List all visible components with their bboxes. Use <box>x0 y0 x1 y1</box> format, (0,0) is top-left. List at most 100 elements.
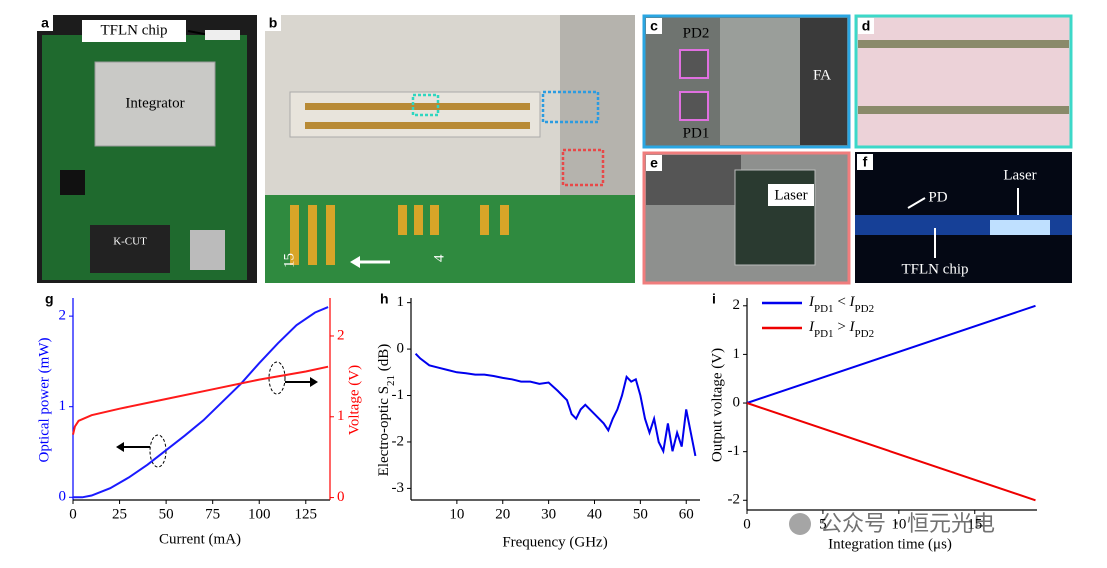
arrow-head <box>350 256 360 268</box>
annotation: PD1 <box>683 125 710 141</box>
label-box <box>265 15 281 31</box>
arrow-head <box>116 442 124 452</box>
y-tick-label: 0 <box>733 394 741 410</box>
electrode <box>858 106 1069 114</box>
series-line <box>73 306 329 499</box>
x-tick-label: 10 <box>449 506 464 522</box>
panel-label: c <box>650 18 658 34</box>
panel-b: b 15 4 <box>265 15 635 283</box>
zoom-box <box>541 90 600 124</box>
panel-label: g <box>45 291 54 307</box>
text-part: PD1 <box>814 303 834 315</box>
text-part: Electro-optic S <box>376 386 392 476</box>
text-part: < <box>834 294 850 310</box>
x-tick-label: 10 <box>891 516 906 532</box>
annotation: PD2 <box>683 25 710 41</box>
text-part: (dB) <box>376 344 392 375</box>
x-tick-label: 20 <box>495 506 510 522</box>
panel-label: f <box>863 154 868 170</box>
text-part: 21 <box>385 375 397 386</box>
x-tick-label: 25 <box>112 506 127 522</box>
chip <box>289 91 541 138</box>
annotation: TFLN chip <box>901 261 968 277</box>
annotation: Laser <box>1003 167 1036 183</box>
y-tick-label: -2 <box>728 492 741 508</box>
label-box <box>646 155 662 171</box>
watermark-text: 公众号 · 恒元光电 <box>820 512 995 537</box>
module <box>90 225 170 273</box>
y-tick-label: -1 <box>392 387 405 403</box>
x-tick-label: 125 <box>295 506 318 522</box>
panel-label: d <box>862 18 871 34</box>
panel-label: b <box>269 15 278 31</box>
y2-tick-label: 2 <box>337 327 345 343</box>
x-axis-label: Frequency (GHz) <box>502 534 607 550</box>
x-tick-label: 40 <box>587 506 602 522</box>
text-part: I <box>808 294 815 310</box>
axis-hints <box>116 361 318 468</box>
x-tick-label: 0 <box>743 516 751 532</box>
label-box <box>857 154 873 170</box>
label-box <box>858 18 874 34</box>
label-box <box>82 20 186 42</box>
electrode <box>305 103 530 110</box>
panel-label: i <box>712 291 716 307</box>
ic <box>60 170 85 195</box>
text-part: I <box>849 294 856 310</box>
arrow <box>907 197 926 209</box>
pd <box>679 49 709 79</box>
panel-e: e Laser <box>642 151 851 285</box>
pd <box>679 91 709 121</box>
x-tick-label: 15 <box>967 516 982 532</box>
x-axis-label: Integration time (μs) <box>828 536 952 552</box>
chip <box>205 30 240 40</box>
y2-tick-label: 0 <box>337 489 345 505</box>
panel-a: a TFLN chip Integrator K-CUT <box>37 15 257 283</box>
series-line <box>746 304 1036 404</box>
panel-label: h <box>380 291 389 307</box>
laser <box>990 220 1050 235</box>
annotation: 4 <box>431 254 447 262</box>
x-tick-label: 0 <box>69 506 77 522</box>
arrow-head <box>310 377 318 387</box>
photo <box>854 14 1073 149</box>
fiber-array <box>800 18 847 145</box>
x-tick-label: 30 <box>541 506 556 522</box>
panel-label: e <box>650 155 658 171</box>
y2-axis-label: Voltage (V) <box>346 365 362 435</box>
x-tick-label: 50 <box>633 506 648 522</box>
pads <box>290 205 509 265</box>
panel-c: c PD2 PD1 FA <box>642 14 851 149</box>
label-box <box>646 18 662 34</box>
y-tick-label: 0 <box>59 489 67 505</box>
waveguides <box>720 18 800 145</box>
annotation: Laser <box>774 187 807 203</box>
annotation: PD <box>928 189 947 205</box>
annotation: 15 <box>281 253 297 268</box>
y-axis-label: Optical power (mW) <box>36 338 52 463</box>
label-box <box>768 184 814 206</box>
text-part: PD2 <box>855 303 875 315</box>
y-tick-label: 1 <box>733 346 741 362</box>
text-part: PD1 <box>814 328 834 340</box>
y-tick-label: 1 <box>59 398 67 414</box>
x-axis-label: Current (mA) <box>159 531 241 547</box>
series-line <box>414 353 697 457</box>
y-axis-label: Electro-optic S21 (dB) <box>376 344 396 477</box>
y-tick-label: -1 <box>728 443 741 459</box>
x-tick-label: 100 <box>248 506 271 522</box>
y2-tick-label: 1 <box>337 408 345 424</box>
y-tick-label: 0 <box>397 341 405 357</box>
y-tick-label: 1 <box>397 294 405 310</box>
integrator-chip <box>94 61 216 147</box>
panel-f: f PD Laser TFLN chip <box>855 152 1072 283</box>
marker-ellipse <box>268 361 286 395</box>
x-tick-label: 60 <box>679 506 694 522</box>
zoom-box <box>411 93 440 117</box>
text-part: PD2 <box>855 328 875 340</box>
capacitor <box>190 230 225 270</box>
annotation: FA <box>813 67 831 83</box>
zoom-box <box>561 148 605 187</box>
text-part: I <box>808 319 815 335</box>
